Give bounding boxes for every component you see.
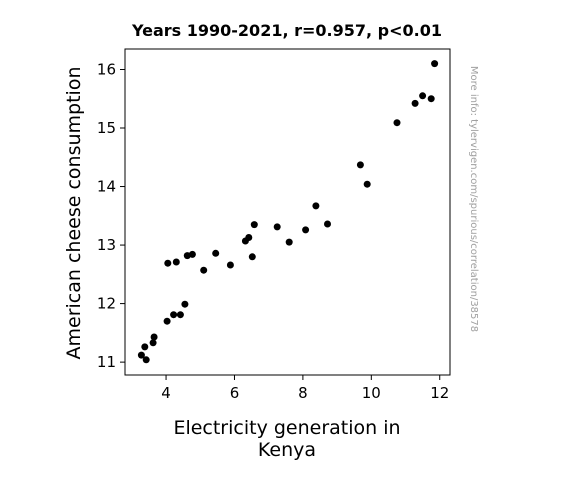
data-point-23 xyxy=(302,226,310,234)
y-axis-label: American cheese consumption xyxy=(63,67,85,360)
chart-title: Years 1990-2021, r=0.957, p<0.01 xyxy=(131,21,442,40)
data-point-11 xyxy=(181,300,189,308)
y-tick-label: 13 xyxy=(97,236,116,254)
y-tick-label: 14 xyxy=(97,178,116,196)
x-tick-label: 12 xyxy=(430,384,449,402)
data-point-25 xyxy=(324,220,331,228)
data-point-20 xyxy=(250,221,258,229)
plot-area-frame xyxy=(124,48,451,376)
y-axis-ticks: 11 12 13 14 15 16 xyxy=(97,60,125,371)
data-point-2 xyxy=(141,343,149,351)
x-axis-ticks: 4 6 8 10 12 xyxy=(161,375,449,402)
x-tick-label: 6 xyxy=(230,384,240,402)
data-point-14 xyxy=(200,266,208,274)
data-points xyxy=(137,60,439,364)
y-tick-label: 12 xyxy=(97,295,116,313)
data-point-9 xyxy=(172,258,180,266)
data-point-31 xyxy=(427,95,435,103)
data-point-32 xyxy=(431,60,439,68)
data-point-24 xyxy=(312,202,320,210)
data-point-19 xyxy=(248,253,256,261)
data-point-4 xyxy=(149,339,157,347)
data-point-26 xyxy=(356,161,364,169)
x-tick-label: 8 xyxy=(298,384,308,402)
data-point-28 xyxy=(393,119,401,127)
data-point-27 xyxy=(363,180,371,188)
x-axis-label-line-2: Kenya xyxy=(258,439,316,461)
data-point-29 xyxy=(411,99,419,107)
data-point-13 xyxy=(188,250,196,258)
data-point-30 xyxy=(419,92,427,100)
data-point-22 xyxy=(285,238,293,246)
x-tick-label: 10 xyxy=(362,384,381,402)
data-point-7 xyxy=(164,259,172,267)
data-point-1 xyxy=(137,351,145,359)
x-axis-label-line-1: Electricity generation in xyxy=(173,417,400,439)
data-point-16 xyxy=(226,261,234,269)
data-point-10 xyxy=(176,311,184,319)
data-point-3 xyxy=(142,356,150,364)
x-tick-label: 4 xyxy=(161,384,171,402)
data-point-15 xyxy=(212,249,220,257)
data-point-21 xyxy=(273,223,281,231)
watermark-text: More info: tylervigen.com/spurious/corre… xyxy=(468,66,479,332)
y-tick-label: 15 xyxy=(97,119,116,137)
data-point-18 xyxy=(245,234,253,241)
data-point-8 xyxy=(170,311,178,319)
data-point-6 xyxy=(163,317,171,325)
data-point-5 xyxy=(150,333,158,341)
y-tick-label: 16 xyxy=(97,60,116,78)
y-tick-label: 11 xyxy=(97,353,116,371)
